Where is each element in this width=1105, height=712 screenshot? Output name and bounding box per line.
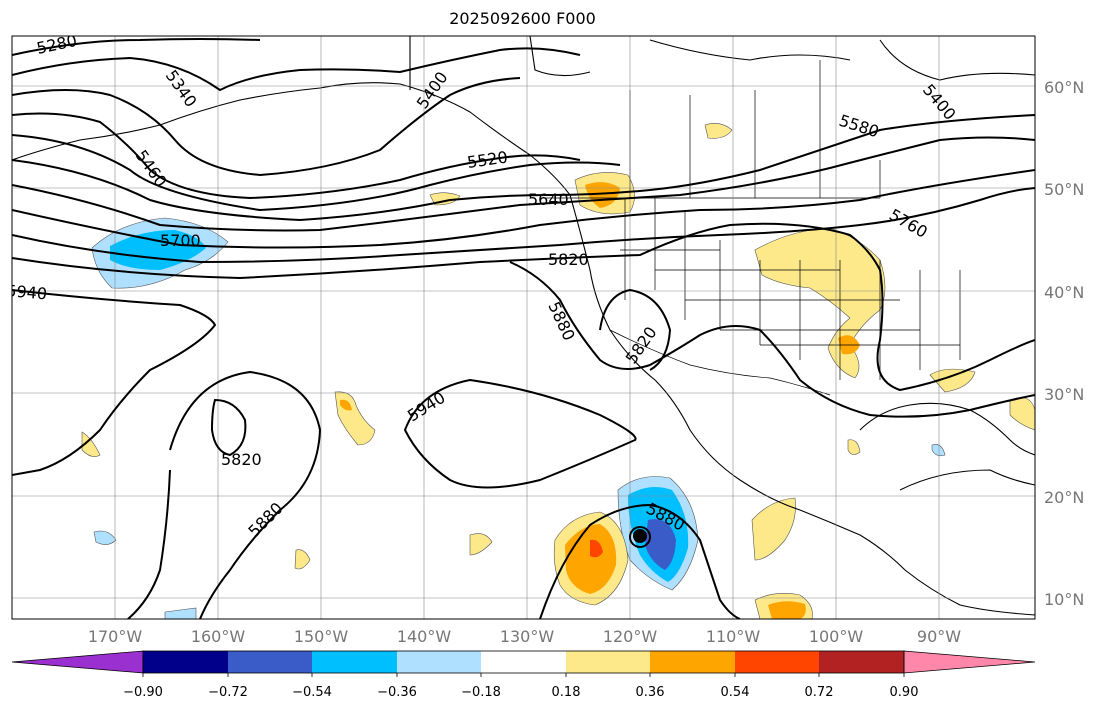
colorbar: −0.90 −0.72 −0.54 −0.36 −0.18 0.18 0.36 … [11,650,1036,700]
negative-peak-south [645,519,676,570]
lat-label: 20°N [1044,488,1084,507]
contour-5940-west [12,289,217,476]
colorbar-swatch [566,651,650,673]
lon-label: 160°W [191,627,246,646]
cyclone-center-marker [633,529,647,543]
contour-5640 [12,136,1035,232]
contour-5760 [12,187,1035,264]
negative-region-bottom [164,607,197,619]
colorbar-swatch [650,651,735,673]
contour-5280 [12,38,261,56]
colorbar-swatch [228,651,312,673]
colorbar-tick-label: 0.72 [805,685,834,700]
colorbar-extend-left [11,650,144,674]
lon-label: 100°W [809,627,864,646]
boundaries [540,60,961,396]
lat-label: 50°N [1044,180,1084,199]
lat-label: 60°N [1044,78,1084,97]
contour-label: 5820 [548,250,589,269]
positive-core-southeast [768,601,806,619]
contour-5940-closed [403,378,637,489]
lon-label: 120°W [603,627,658,646]
contour-5400 [12,77,521,177]
us-mexico-border [609,329,831,396]
contour-label: 5640 [528,190,569,209]
contour-5820-ca [599,288,672,371]
map-panel: 5280 5340 5460 5400 5520 5640 5580 5400 … [6,35,1036,620]
contour-5880-north [509,261,1035,418]
contour-5820 [12,222,1035,392]
map-background [12,36,1035,619]
positive-region-gulf-small [847,439,861,455]
graticule [12,36,1035,619]
contour-5880-west-bottom [127,469,171,619]
province-lines [540,60,881,199]
contour-label: 5700 [160,231,201,250]
contour-5820-closed [210,398,247,457]
lat-label: 10°N [1044,590,1084,609]
colorbar-tick-label: 0.18 [552,685,581,700]
contour-5700 [12,169,1035,249]
contour-5880-west [169,370,322,619]
colorbar-tick-label: 0.36 [636,685,665,700]
contour-label: 5940 [6,281,48,303]
positive-region-far-west [81,431,101,457]
height-contours [12,38,1035,619]
contour-5580 [12,114,1035,222]
shaded-field [81,123,1035,619]
lon-label: 140°W [397,627,452,646]
colorbar-tick-label: −0.90 [123,685,163,700]
positive-region-mexico [751,497,796,561]
lat-label: 40°N [1044,283,1084,302]
positive-core-northwest [585,182,620,208]
contour-label: 5820 [221,450,262,469]
map-frame [11,35,1036,620]
coastline-caribbean [899,469,1035,491]
longitude-axis: 170°W 160°W 150°W 140°W 130°W 120°W 110°… [88,627,961,646]
contour-5880-south [539,503,741,619]
lon-label: 130°W [500,627,555,646]
contour-5460 [12,112,581,200]
coastline-arctic [649,39,1035,81]
contour-low-center [629,526,651,548]
colorbar-tick-label: −0.18 [461,685,501,700]
positive-region-southwest [294,549,311,570]
colorbar-outline [142,650,905,674]
colorbar-swatch [312,651,397,673]
colorbar-swatch [735,651,819,673]
lon-label: 150°W [294,627,349,646]
colorbar-swatch [397,651,481,673]
coastline-alaska [409,36,591,90]
positive-region-canada [704,123,733,139]
positive-core-central [340,399,352,411]
positive-peak-south [590,539,603,558]
colorbar-tick-label: −0.54 [292,685,332,700]
colorbar-ticks [142,673,905,677]
coastlines [12,36,1035,616]
negative-region-far-west [93,530,117,545]
lon-label: 90°W [917,627,961,646]
contour-5520 [12,134,621,212]
contour-5340 [12,47,581,92]
colorbar-swatch [481,651,566,673]
colorbar-tick-label: −0.72 [208,685,248,700]
colorbar-tick-label: 0.54 [721,685,750,700]
coastline-pacific [12,82,1035,616]
lat-label: 30°N [1044,385,1084,404]
colorbar-swatch [143,651,228,673]
colorbar-extend-right [903,650,1036,674]
map-title: 2025092600 F000 [449,9,596,28]
positive-region-tropical [469,533,493,556]
colorbar-tick-label: −0.36 [377,685,417,700]
positive-region-gulf [929,368,976,393]
latitude-axis: 60°N 50°N 40°N 30°N 20°N 10°N [1044,78,1084,609]
colorbar-tick-label: 0.90 [890,685,919,700]
lon-label: 110°W [706,627,761,646]
colorbar-swatch [819,651,904,673]
lon-label: 170°W [88,627,143,646]
negative-region-florida [931,444,946,457]
state-lines [620,198,961,380]
